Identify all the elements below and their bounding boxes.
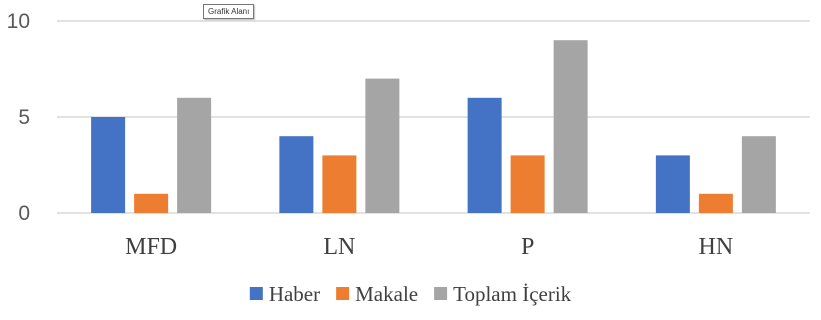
x-tick-label: P: [521, 234, 534, 260]
x-tick-label: HN: [699, 234, 734, 260]
gridlines: [57, 20, 810, 214]
legend-label: Toplam İçerik: [453, 282, 572, 306]
x-axis-ticks: MFD LN P HN: [125, 234, 733, 260]
legend-item: Toplam İçerik: [434, 282, 572, 306]
bar-makale-hn: [698, 193, 733, 213]
legend-swatch: [434, 287, 448, 300]
legend-swatch: [336, 287, 350, 300]
bar-toplam-i̇çerik-ln: [365, 78, 400, 213]
legend-item: Haber: [249, 282, 320, 306]
y-tick-label: 0: [18, 202, 30, 225]
bar-haber-hn: [655, 155, 690, 213]
x-tick-label: MFD: [125, 234, 177, 260]
bars: [91, 40, 776, 214]
bar-makale-mfd: [134, 193, 169, 213]
chart-area-tooltip: Grafik Alanı: [203, 4, 255, 19]
y-tick-label: 5: [18, 106, 30, 129]
bar-makale-p: [510, 155, 545, 213]
bar-haber-ln: [279, 136, 314, 213]
legend-label: Makale: [355, 282, 418, 306]
legend-item: Makale: [336, 282, 418, 306]
legend-label: Haber: [269, 282, 320, 306]
legend: Haber Makale Toplam İçerik: [249, 282, 572, 306]
y-axis-ticks: 0 5 10: [7, 10, 30, 225]
bar-toplam-i̇çerik-p: [553, 40, 588, 214]
legend-swatch: [249, 287, 263, 300]
x-tick-label: LN: [323, 234, 355, 260]
y-tick-label: 10: [7, 10, 30, 33]
bar-toplam-i̇çerik-hn: [741, 136, 776, 213]
bar-haber-mfd: [91, 117, 126, 213]
bar-makale-ln: [322, 155, 357, 213]
bar-toplam-i̇çerik-mfd: [177, 97, 212, 213]
bar-haber-p: [467, 97, 502, 213]
